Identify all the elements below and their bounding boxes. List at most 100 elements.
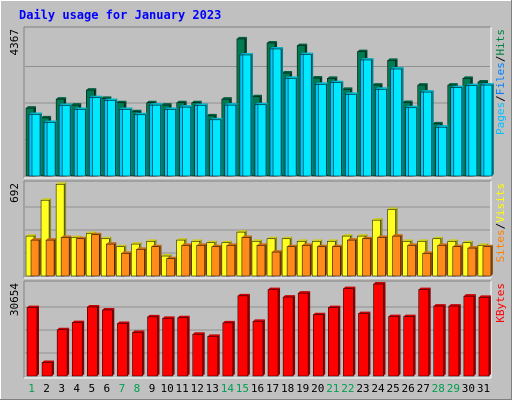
bar-kbytes-day-28-side [443,304,446,376]
bar-pages-day-2-side [55,120,58,176]
bar-kbytes-day-22-side [353,286,356,376]
bar-kbytes-day-24 [373,282,386,377]
bar-visits-day-27-top [417,239,428,242]
bar-pages-day-8 [137,112,148,177]
bar-kbytes-day-6 [102,307,115,377]
bar-kbytes-day-17-side [278,287,281,376]
bar-sites-day-11-face [181,245,190,277]
bar-hits-day-18-top [282,71,293,74]
bar-sites-day-11 [181,243,192,277]
bar-visits-day-22-top [342,234,353,237]
bar-kbytes-day-21-side [338,305,341,376]
bar-kbytes-day-2-face [41,362,53,377]
bar-kbytes-day-27-face [418,289,429,377]
bar-sites-day-25-top [392,234,403,237]
bar-kbytes-day-11-face [177,317,188,377]
bar-sites-day-17-side [280,250,283,276]
bar-visits-day-3-top [56,182,67,185]
bar-sites-day-5-top [91,232,102,235]
bar-sites-day-26-face [407,245,416,277]
bar-kbytes-day-3-side [67,327,70,376]
bar-visits-day-15-top [236,230,247,233]
bar-visits-day-13-top [206,240,217,243]
bar-kbytes-day-28-face [433,305,444,377]
bar-sites-day-20 [316,244,328,277]
bar-sites-day-27-face [422,253,431,277]
bar-pages-day-17-side [281,46,284,176]
bar-kbytes-day-13-face [207,336,219,377]
bar-sites-day-5-face [91,234,100,277]
bar-visits-day-25-top [387,207,398,210]
day-label-30: 30 [462,382,475,395]
bar-pages-day-4-face [76,109,86,177]
bar-hits-day-20-top [312,76,323,79]
bar-kbytes-day-7-side [127,321,130,376]
bar-sites-day-8-top [136,247,147,250]
bar-pages-day-13-side [220,117,223,176]
bar-kbytes-day-13-top [207,334,220,337]
bar-pages-day-26-side [416,105,419,176]
bar-kbytes-day-11-top [177,315,190,318]
bar-kbytes-day-30-top [463,294,476,297]
day-label-13: 13 [206,382,219,395]
bar-pages-day-1-side [40,112,42,176]
bar-hits-day-31-top [477,80,488,83]
bar-pages-day-10-face [167,109,176,177]
bar-pages-day-28-top [438,125,449,128]
bar-sites-day-18 [286,244,298,277]
bar-hits-day-10-top [161,103,172,106]
bar-pages-day-14-top [227,103,238,106]
bar-hits-day-17-top [267,40,278,43]
bar-kbytes-day-24-face [373,283,384,377]
bar-visits-day-10-top [161,254,172,257]
bar-sites-day-31-side [490,244,493,276]
bar-sites-day-30 [467,246,478,277]
bar-sites-day-13 [211,244,222,277]
bar-kbytes-day-16-top [252,319,265,322]
bar-sites-day-25-face [392,235,401,277]
bar-sites-day-23 [362,236,373,277]
bar-kbytes-day-28 [433,304,446,377]
bar-sites-day-12-top [196,243,207,246]
bar-sites-day-24-side [385,235,388,276]
bar-kbytes-day-10-face [162,318,173,377]
bar-sites-day-9-top [151,244,162,247]
bar-pages-day-10 [167,107,178,177]
bar-sites-day-23-face [362,238,371,277]
bar-kbytes-day-18-top [283,295,296,298]
bar-sites-day-29-face [452,246,462,277]
bar-kbytes-day-5-top [87,304,100,307]
bar-sites-day-20-face [316,246,326,277]
bar-pages-day-31-top [483,83,494,86]
bar-visits-day-30-top [462,240,473,243]
bar-kbytes-day-29 [448,304,461,377]
bar-pages-day-31 [483,83,494,177]
bar-sites-day-29 [452,244,463,277]
bar-sites-day-7-top [121,251,132,254]
bar-sites-day-6-side [114,242,117,276]
bar-sites-day-21-face [332,246,341,277]
bar-visits-day-28-top [432,236,443,239]
bar-pages-day-31-face [483,84,493,177]
bar-sites-day-27-side [430,251,433,276]
bar-sites-day-14-face [226,245,236,277]
bar-pages-day-18-side [296,76,299,176]
bar-pages-day-20-top [318,82,329,85]
bar-hits-day-9-top [146,100,157,103]
bar-pages-day-26-top [408,105,419,108]
bar-sites-day-24 [377,235,388,277]
bar-kbytes-day-15 [237,293,250,377]
bar-kbytes-day-8-side [142,330,145,376]
bar-sites-day-27 [422,251,433,277]
bar-visits-day-26-top [402,239,413,242]
bar-pages-day-21 [333,80,344,177]
bar-pages-day-5-top [92,95,103,98]
bar-kbytes-day-12-side [202,332,205,376]
bar-sites-day-8-face [136,249,145,277]
bar-kbytes-day-1-side [37,305,39,376]
bar-sites-day-12 [196,243,207,277]
bar-sites-day-6-top [106,242,117,245]
bar-pages-day-20-side [326,82,329,176]
legend-kbytes: KBytes [494,283,507,323]
bar-visits-day-24-top [372,218,383,221]
